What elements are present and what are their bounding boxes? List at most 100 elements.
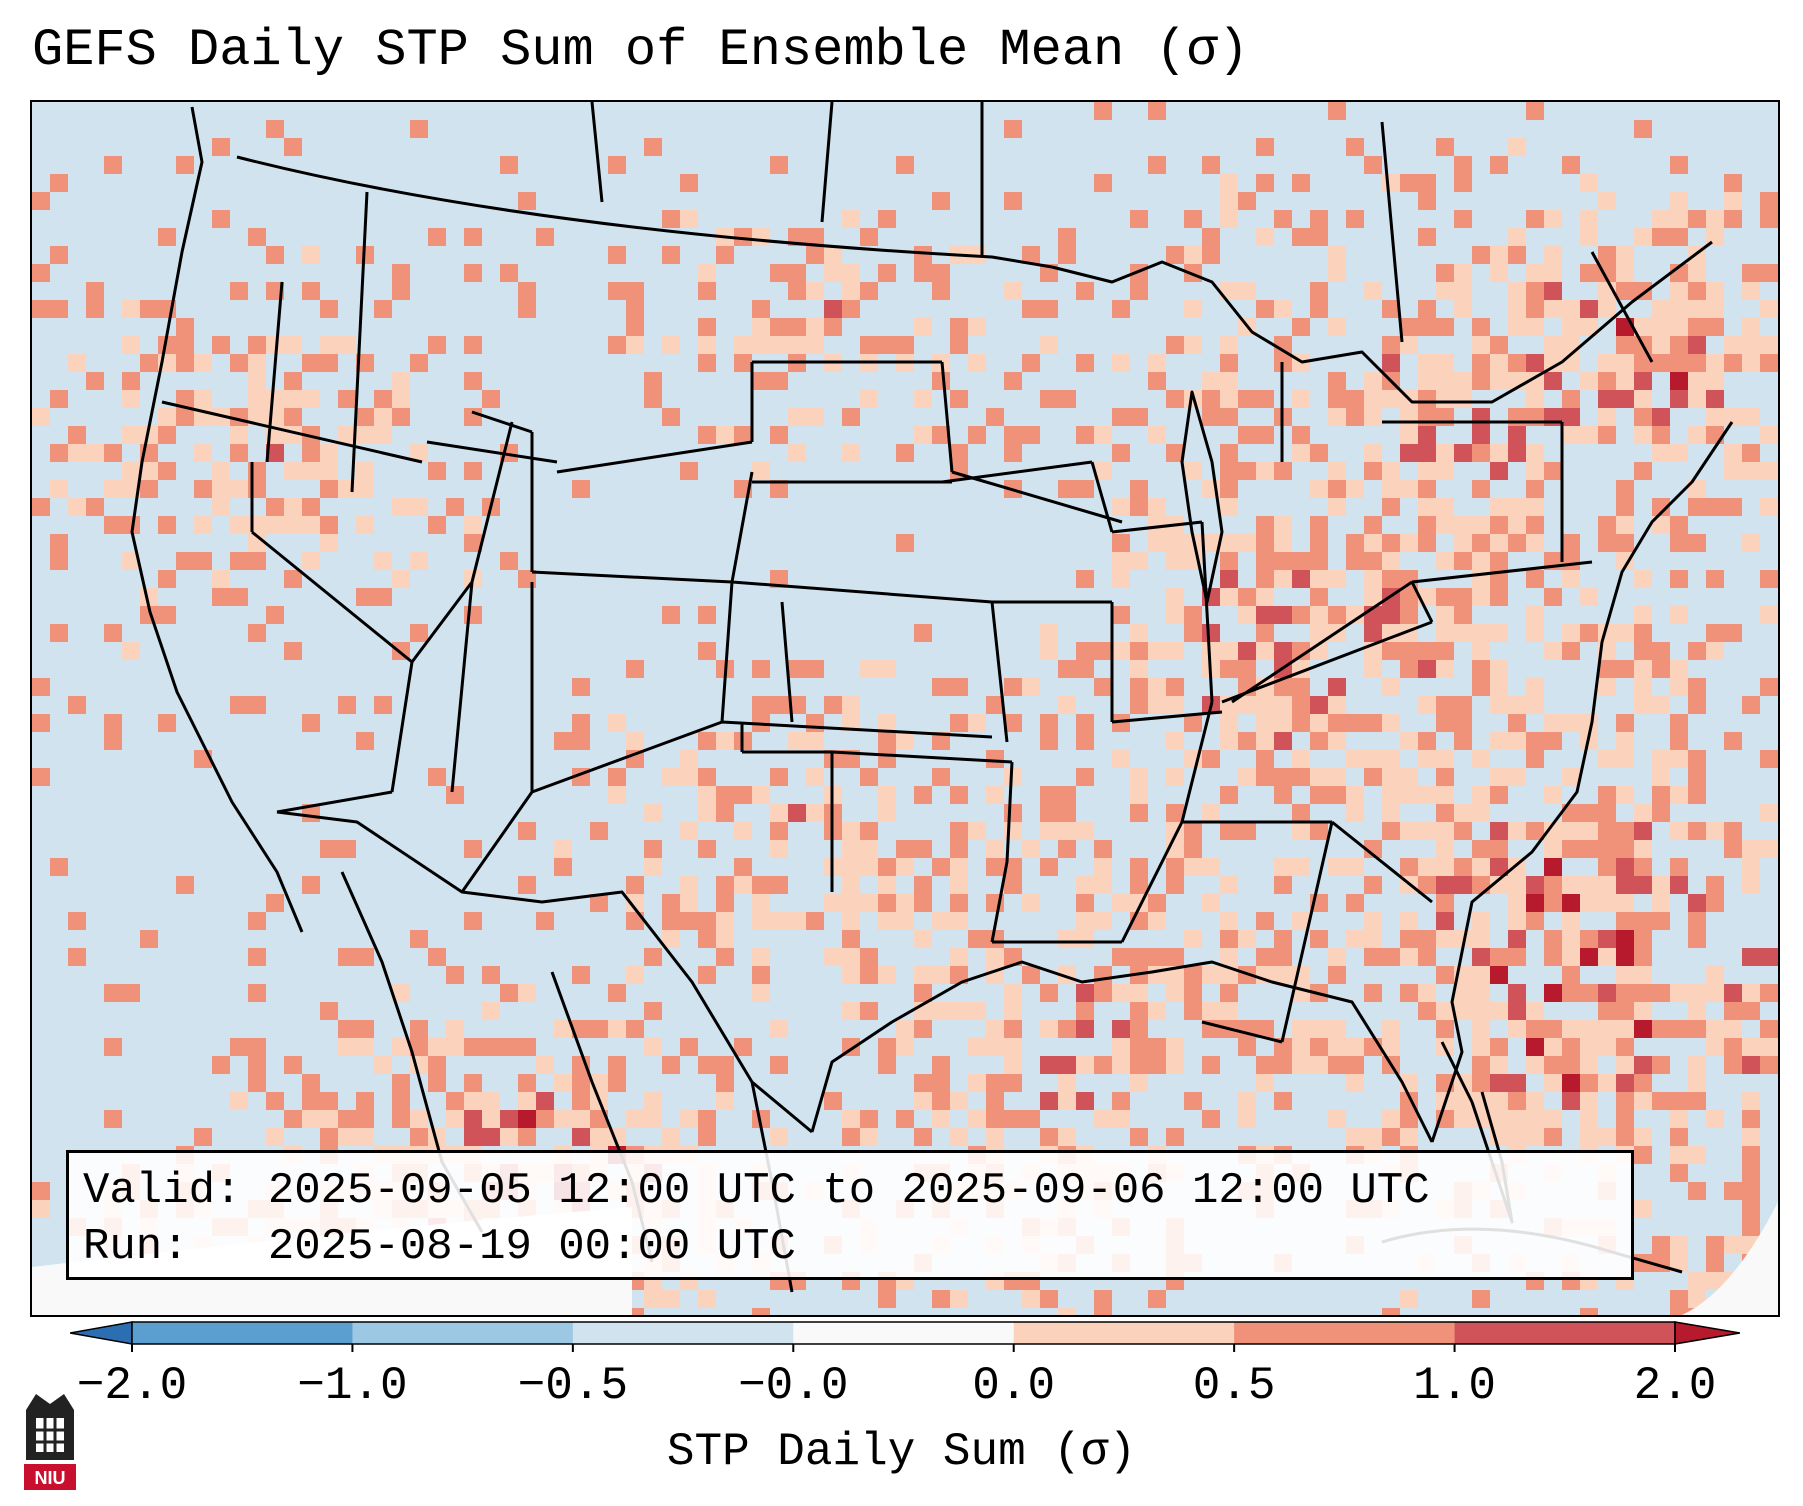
grid-cell [1184,714,1202,732]
grid-cell [1256,552,1274,570]
grid-cell [1220,1002,1238,1020]
grid-cell [428,516,446,534]
grid-cell [1292,444,1310,462]
grid-cell [410,624,428,642]
grid-cell [248,912,266,930]
grid-cell [1652,1092,1670,1110]
grid-cell [1634,228,1652,246]
grid-cell [1166,642,1184,660]
grid-cell [482,1092,500,1110]
grid-cell [230,552,248,570]
grid-cell [248,372,266,390]
grid-cell [1490,1038,1508,1056]
grid-cell [50,534,68,552]
grid-cell [1328,1110,1346,1128]
grid-cell [716,876,734,894]
grid-cell [1670,372,1688,390]
grid-cell [1526,516,1544,534]
grid-cell [608,1056,626,1074]
grid-cell [1400,822,1418,840]
grid-cell [1130,660,1148,678]
grid-cell [1742,1002,1760,1020]
grid-cell [1526,894,1544,912]
grid-cell [1634,1002,1652,1020]
grid-cell [698,642,716,660]
grid-cell [1364,660,1382,678]
grid-cell [554,732,572,750]
grid-cell [1220,210,1238,228]
grid-cell [572,1074,590,1092]
grid-cell [1562,912,1580,930]
grid-cell [1004,948,1022,966]
grid-cell [1058,228,1076,246]
grid-cell [1076,426,1094,444]
grid-cell [1256,912,1274,930]
grid-cell [1706,1236,1724,1254]
grid-cell [1670,606,1688,624]
grid-cell [1562,1020,1580,1038]
grid-cell [1130,1074,1148,1092]
colorbar-outline [131,1321,1676,1345]
grid-cell [284,1056,302,1074]
grid-cell [158,606,176,624]
grid-cell [986,1020,1004,1038]
grid-cell [1004,1056,1022,1074]
grid-cell [1400,606,1418,624]
grid-cell [896,534,914,552]
grid-cell [1328,372,1346,390]
grid-cell [1382,336,1400,354]
grid-cell [1454,444,1472,462]
grid-cell [914,1128,932,1146]
grid-cell [410,552,428,570]
grid-cell [572,1110,590,1128]
grid-cell [1760,570,1778,588]
grid-cell [1220,408,1238,426]
grid-cell [752,948,770,966]
grid-cell [644,1290,662,1308]
grid-cell [968,822,986,840]
grid-cell [878,1038,896,1056]
grid-cell [914,390,932,408]
grid-cell [1382,498,1400,516]
grid-cell [1004,444,1022,462]
grid-cell [1400,948,1418,966]
grid-cell [1112,552,1130,570]
grid-cell [1130,948,1148,966]
grid-cell [212,588,230,606]
grid-cell [1652,876,1670,894]
grid-cell [230,426,248,444]
grid-cell [140,480,158,498]
grid-cell [1508,282,1526,300]
grid-cell [1220,876,1238,894]
grid-cell [1328,678,1346,696]
grid-cell [518,282,536,300]
grid-cell [1382,354,1400,372]
colorbar-tick-label: −1.0 [297,1360,408,1412]
grid-cell [860,840,878,858]
grid-cell [1274,1056,1292,1074]
grid-cell [1364,282,1382,300]
grid-cell [968,354,986,372]
grid-cell [1670,858,1688,876]
grid-cell [284,462,302,480]
grid-cell [104,714,122,732]
grid-cell [1274,300,1292,318]
grid-cell [1454,876,1472,894]
grid-cell [680,768,698,786]
grid-cell [788,408,806,426]
grid-cell [230,1092,248,1110]
grid-cell [1562,1092,1580,1110]
grid-cell [1616,372,1634,390]
grid-cell [1472,786,1490,804]
grid-cell [1544,930,1562,948]
grid-cell [572,1020,590,1038]
grid-cell [122,336,140,354]
grid-cell [1256,696,1274,714]
grid-cell [1040,1128,1058,1146]
grid-cell [680,822,698,840]
grid-cell [1112,408,1130,426]
grid-cell [1382,570,1400,588]
grid-cell [914,1092,932,1110]
grid-cell [1742,948,1760,966]
grid-cell [212,1056,230,1074]
